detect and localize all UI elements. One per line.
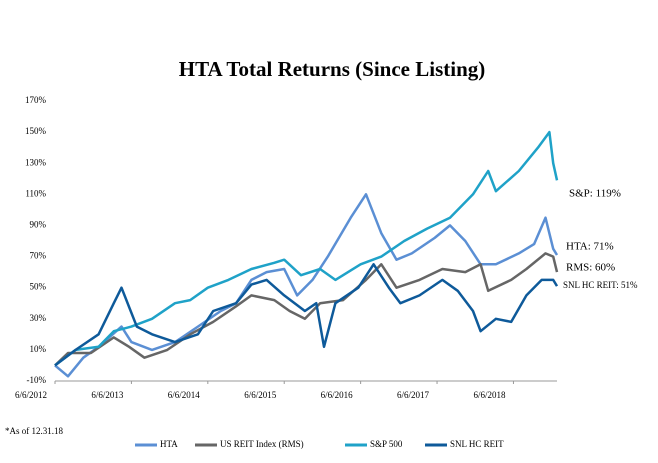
legend-label: S&P 500 (370, 439, 403, 449)
y-tick-label: 30% (30, 313, 47, 323)
chart-title: HTA Total Returns (Since Listing) (179, 57, 486, 81)
x-tick-label: 6/6/2015 (244, 390, 277, 400)
legend-label: SNL HC REIT (450, 439, 504, 449)
x-tick-label: 6/6/2017 (397, 390, 430, 400)
legend-label: HTA (160, 439, 178, 449)
footnote: *As of 12.31.18 (5, 426, 63, 436)
x-tick-label: 6/6/2013 (91, 390, 124, 400)
series-line (54, 130, 559, 367)
y-tick-label: 90% (30, 220, 47, 230)
y-tick-label: 130% (25, 157, 47, 167)
series-line (54, 252, 559, 367)
y-tick-label: 50% (30, 282, 47, 292)
annotation: S&P: 119% (569, 188, 621, 200)
x-tick-label: 6/6/2016 (321, 390, 354, 400)
y-tick-label: 70% (30, 251, 47, 261)
legend-label: US REIT Index (RMS) (220, 439, 304, 449)
y-tick-label: -10% (27, 375, 47, 385)
y-tick-label: 110% (25, 188, 46, 198)
annotation: SNL HC REIT: 51% (563, 280, 638, 290)
annotation: RMS: 60% (566, 262, 615, 274)
y-tick-label: 170% (25, 95, 47, 105)
x-tick-label: 6/6/2012 (15, 390, 47, 400)
y-tick-label: 150% (25, 126, 47, 136)
x-tick-label: 6/6/2018 (473, 390, 506, 400)
x-tick-label: 6/6/2014 (168, 390, 201, 400)
annotation: HTA: 71% (566, 241, 614, 253)
series-line (54, 263, 559, 367)
y-tick-label: 10% (30, 344, 47, 354)
